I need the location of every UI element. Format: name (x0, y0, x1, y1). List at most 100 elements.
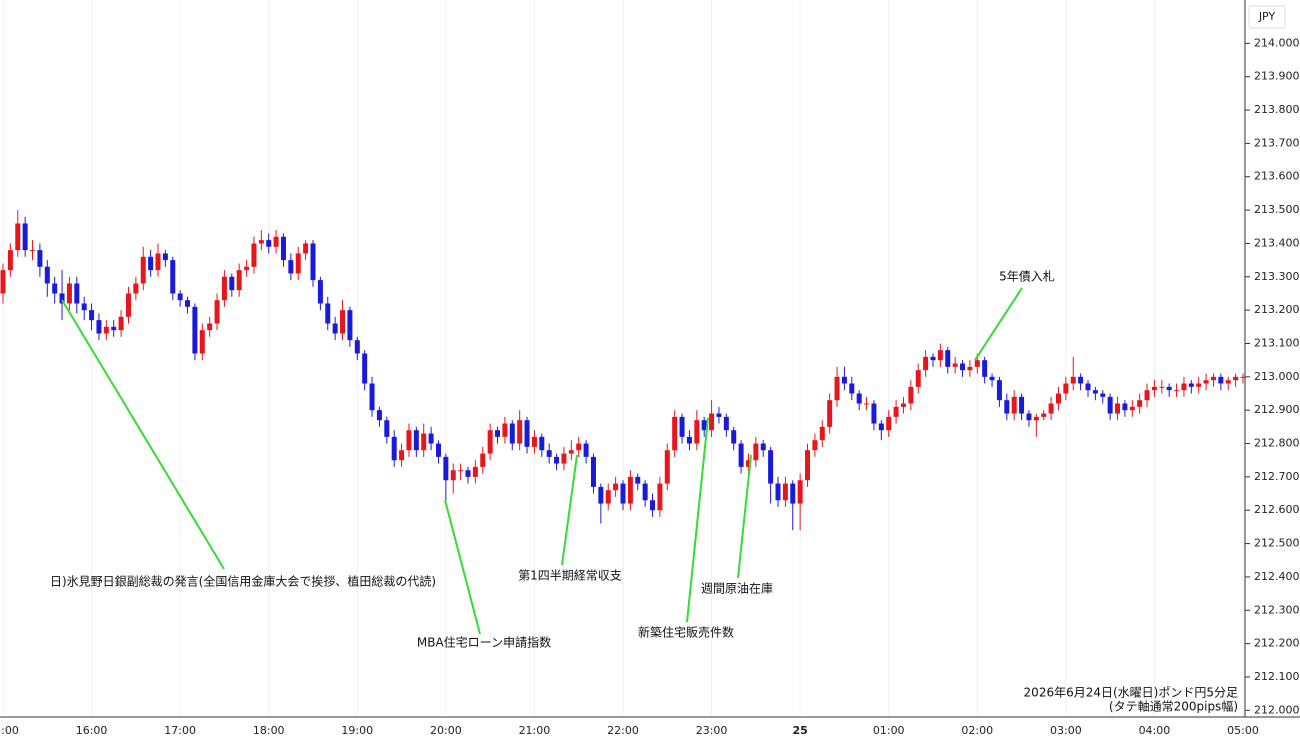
candle-body (1181, 383, 1187, 391)
candle-body (266, 240, 272, 247)
annotation-line (61, 299, 225, 570)
candle-body (1144, 390, 1150, 401)
candle-body (236, 270, 242, 291)
candle-body (878, 423, 884, 431)
candle-body (561, 453, 567, 464)
candle-body (1004, 400, 1010, 414)
candle-body (354, 340, 360, 354)
candle-body (1233, 376, 1239, 381)
x-tick-label: 25 (792, 724, 807, 737)
candle-body (258, 240, 264, 244)
candle-body (930, 356, 936, 361)
unit-box (1248, 5, 1286, 29)
candle-body (81, 303, 87, 311)
candle-body (686, 436, 692, 444)
annotation: MBA住宅ローン申請指数 (417, 635, 551, 650)
candle-body (1151, 386, 1157, 391)
y-tick-label: 213.400 (1254, 236, 1300, 249)
y-tick-label: 212.800 (1254, 437, 1300, 450)
annotation-line (561, 454, 578, 566)
candle-body (1210, 376, 1216, 381)
candle-body (280, 236, 286, 261)
candle-body (1107, 396, 1113, 414)
y-tick-label: 213.300 (1254, 270, 1300, 283)
x-tick-label: 20:00 (430, 724, 462, 737)
candle-body (524, 420, 530, 447)
candle-body (1122, 403, 1128, 411)
candle-body (89, 310, 95, 321)
candle-body (1115, 403, 1121, 414)
candle-body (362, 353, 368, 384)
candle-body (340, 310, 346, 334)
candle-body (140, 256, 146, 284)
candle-body (52, 283, 58, 294)
candle-body (989, 376, 995, 381)
candle-body (428, 433, 434, 444)
annotations: 日)氷見野日銀副総裁の発言(全国信用金庫大会で挨拶、植田総裁の代読) MBA住宅… (50, 269, 1055, 650)
candle-body (15, 223, 21, 251)
y-tick-label: 213.700 (1254, 136, 1300, 149)
candle-body (598, 486, 604, 504)
candle-body (775, 483, 781, 501)
y-tick-label: 212.300 (1254, 603, 1300, 616)
candle-body (369, 383, 375, 411)
candle-body (295, 253, 301, 274)
candle-body (974, 360, 980, 367)
candle-body (738, 443, 744, 467)
candle-body (1063, 383, 1069, 394)
candle-body (502, 423, 508, 437)
candle-body (893, 406, 899, 417)
candle-body (399, 450, 405, 461)
candle-body (288, 260, 294, 274)
candle-body (1026, 413, 1032, 421)
candle-body (1218, 376, 1224, 384)
candle-body (391, 436, 397, 461)
candle-body (760, 443, 766, 451)
candle-body (915, 370, 921, 387)
candle-body (605, 490, 611, 504)
candle-body (627, 476, 633, 504)
candle-body (583, 443, 589, 457)
candle-body (1166, 386, 1172, 391)
candle-body (937, 350, 943, 361)
candle-body (221, 276, 227, 301)
candle-body (303, 243, 309, 254)
candle-body (30, 250, 36, 252)
candle-body (745, 460, 751, 467)
candle-body (620, 483, 626, 504)
candle-body (1041, 413, 1047, 417)
candle-body (177, 293, 183, 301)
candle-body (59, 293, 65, 304)
candle-body (465, 470, 471, 477)
candle-body (66, 283, 72, 304)
candle-body (531, 436, 537, 447)
x-tick-label: 17:00 (164, 724, 196, 737)
candle-body (642, 483, 648, 501)
candle-body (125, 293, 131, 317)
candle-body (37, 250, 43, 267)
y-tick-label: 213.200 (1254, 303, 1300, 316)
candle-body (1137, 400, 1143, 407)
candle-body (864, 403, 870, 405)
candle-body (539, 436, 545, 451)
y-tick-label: 212.900 (1254, 403, 1300, 416)
candle-body (74, 283, 80, 304)
candle-body (332, 323, 338, 334)
candle-body (310, 243, 316, 281)
annotation: 日)氷見野日銀副総裁の発言(全国信用金庫大会で挨拶、植田総裁の代読) (50, 574, 436, 589)
x-tick-label: 16:00 (76, 724, 108, 737)
candle-body (790, 483, 796, 504)
x-tick-label: 19:00 (341, 724, 373, 737)
y-tick-label: 212.700 (1254, 470, 1300, 483)
candle-body (325, 303, 331, 324)
candle-body (207, 323, 213, 331)
candle-body (413, 430, 419, 451)
candle-body (834, 376, 840, 401)
y-tick-label: 213.500 (1254, 203, 1300, 216)
candle-body (731, 430, 737, 444)
annotation-line (737, 454, 752, 579)
candle-body (812, 440, 818, 451)
candle-body (1048, 403, 1054, 414)
